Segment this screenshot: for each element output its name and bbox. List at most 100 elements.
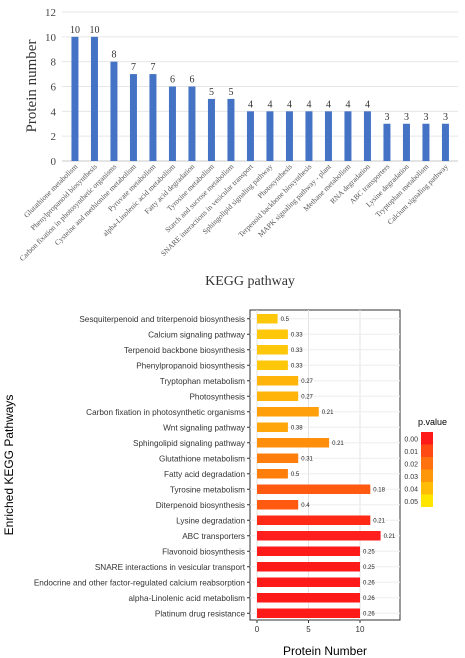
top-y-tick-label: 12 <box>45 7 56 19</box>
top-bar <box>363 111 371 161</box>
bottom-bar-value-label: 0.26 <box>363 596 375 602</box>
bottom-y-tick-label: Endocrine and other factor-regulated cal… <box>34 578 246 587</box>
bottom-bar <box>257 531 381 541</box>
top-bar-value-label: 7 <box>131 62 136 73</box>
top-y-tick-labels: 0 2 4 6 8 10 12 <box>45 7 57 168</box>
bottom-y-tick-label: Wnt signaling pathway <box>163 423 246 432</box>
bottom-bar-value-label: 0.21 <box>384 534 396 540</box>
bottom-bar-value-label: 0.18 <box>373 487 385 493</box>
bottom-bar-value-label: 0.26 <box>363 580 375 586</box>
top-bar-value-label: 5 <box>228 87 233 98</box>
top-bar-value-label: 5 <box>209 87 214 98</box>
legend-swatch <box>421 469 433 482</box>
bottom-bar-value-label: 0.27 <box>301 379 313 385</box>
top-bar-value-label: 4 <box>306 99 311 110</box>
bottom-y-tick-label: Calcium signaling pathway <box>148 330 246 339</box>
bottom-bar <box>257 562 360 572</box>
top-bar-value-label: 8 <box>111 50 116 61</box>
top-x-axis-title: KEGG pathway <box>205 274 295 289</box>
top-bar-chart: 0 2 4 6 8 10 12 10 10 8 7 7 6 6 5 5 4 4 4 4 4 4 4 3 3 3 3 Glutath… <box>18 7 458 289</box>
top-bar-value-label: 4 <box>326 99 331 110</box>
top-bar <box>110 61 118 161</box>
top-y-axis-title: Protein number <box>24 40 40 133</box>
bottom-y-tick-label: Carbon fixation in photosynthetic organi… <box>86 408 245 417</box>
bottom-bar <box>257 469 288 479</box>
bottom-x-tick-label: 10 <box>356 625 365 634</box>
bottom-bar-value-label: 0.4 <box>301 503 310 509</box>
top-bar-value-label: 10 <box>89 25 99 36</box>
bottom-y-tick-label: Glutathione metabolism <box>159 454 245 463</box>
legend-swatch <box>421 482 433 495</box>
top-bar <box>305 111 313 161</box>
bottom-bar-value-label: 0.21 <box>322 410 334 416</box>
legend-swatch <box>421 457 433 470</box>
bottom-y-tick-label: Sesquiterpenoid and triterpenoid biosynt… <box>79 315 245 324</box>
bottom-bar <box>257 376 299 386</box>
bottom-bar-value-label: 0.27 <box>301 394 313 400</box>
top-bar <box>383 123 391 161</box>
bottom-bar <box>257 593 360 603</box>
bottom-bar-value-label: 0.33 <box>291 348 303 354</box>
bottom-bar-value-label: 0.33 <box>291 332 303 338</box>
bottom-bar <box>257 360 288 370</box>
bottom-bar <box>257 314 278 324</box>
bottom-y-tick-label: Platinum drug resistance <box>155 609 246 618</box>
legend-swatch <box>421 494 433 507</box>
top-bar <box>149 74 157 161</box>
top-bar <box>324 111 332 161</box>
bottom-bar-value-label: 0.25 <box>363 549 375 555</box>
bottom-bar-value-label: 0.31 <box>301 456 313 462</box>
bottom-y-tick-label: ABC transporters <box>182 532 245 541</box>
bottom-bar-value-label: 0.38 <box>291 425 303 431</box>
bottom-x-axis-title: Protein Number <box>283 644 367 658</box>
top-y-tick-label: 10 <box>45 32 57 44</box>
top-bar <box>168 86 176 161</box>
bottom-y-tick-label: Lysine degradation <box>176 516 245 525</box>
top-bar <box>344 111 352 161</box>
bottom-bar <box>257 577 360 587</box>
top-bar <box>402 123 410 161</box>
top-bar-value-label: 6 <box>189 75 194 86</box>
top-bar <box>285 111 293 161</box>
bottom-bar <box>257 453 299 463</box>
top-bar <box>266 111 274 161</box>
bottom-bar-value-label: 0.5 <box>291 472 300 478</box>
top-bar-value-label: 4 <box>345 99 350 110</box>
bottom-bar <box>257 345 288 355</box>
top-bar <box>129 74 137 161</box>
bottom-y-tick-label: Flavonoid biosynthesis <box>162 547 245 556</box>
top-bar <box>90 36 98 162</box>
bottom-bar <box>257 500 299 510</box>
legend-swatch <box>421 444 433 457</box>
bottom-x-tick-label: 5 <box>306 625 311 634</box>
legend: p.value 0.00 0.01 0.02 0.03 0.04 0.05 <box>404 417 447 507</box>
top-y-tick-label: 0 <box>51 156 57 168</box>
top-bar-value-label: 7 <box>150 62 155 73</box>
legend-label: 0.00 <box>404 436 418 443</box>
bottom-y-axis-title: Enriched KEGG Pathways <box>2 395 16 536</box>
bottom-bar <box>257 515 371 525</box>
legend-label: 0.03 <box>404 474 418 481</box>
bottom-y-tick-label: SNARE interactions in vesicular transpor… <box>95 563 246 572</box>
top-bar-value-label: 4 <box>287 99 292 110</box>
legend-items: 0.00 0.01 0.02 0.03 0.04 0.05 <box>404 432 433 507</box>
bottom-bar-value-label: 0.21 <box>373 518 385 524</box>
legend-label: 0.01 <box>404 449 418 456</box>
top-bar <box>227 98 235 161</box>
bottom-bar-value-label: 0.26 <box>363 611 375 617</box>
top-bar-value-label: 6 <box>170 75 175 86</box>
bottom-y-tick-label: Diterpenoid biosynthesis <box>156 501 245 510</box>
top-bar-value-label: 4 <box>365 99 370 110</box>
top-y-tick-label: 4 <box>51 106 57 118</box>
bottom-y-tick-label: Fatty acid degradation <box>164 470 245 479</box>
bottom-bar <box>257 422 288 432</box>
bottom-y-tick-label: Tryptophan metabolism <box>160 377 245 386</box>
bottom-bar-value-label: 0.25 <box>363 565 375 571</box>
bottom-bar-value-label: 0.21 <box>332 441 344 447</box>
top-bar <box>188 86 196 161</box>
bottom-bar <box>257 546 360 556</box>
bottom-bars: 0.5 0.33 0.33 0.33 0.27 0.27 0.21 0.38 0.21 0.31 0… <box>257 314 396 618</box>
legend-label: 0.04 <box>404 486 418 493</box>
bottom-bar <box>257 608 360 618</box>
